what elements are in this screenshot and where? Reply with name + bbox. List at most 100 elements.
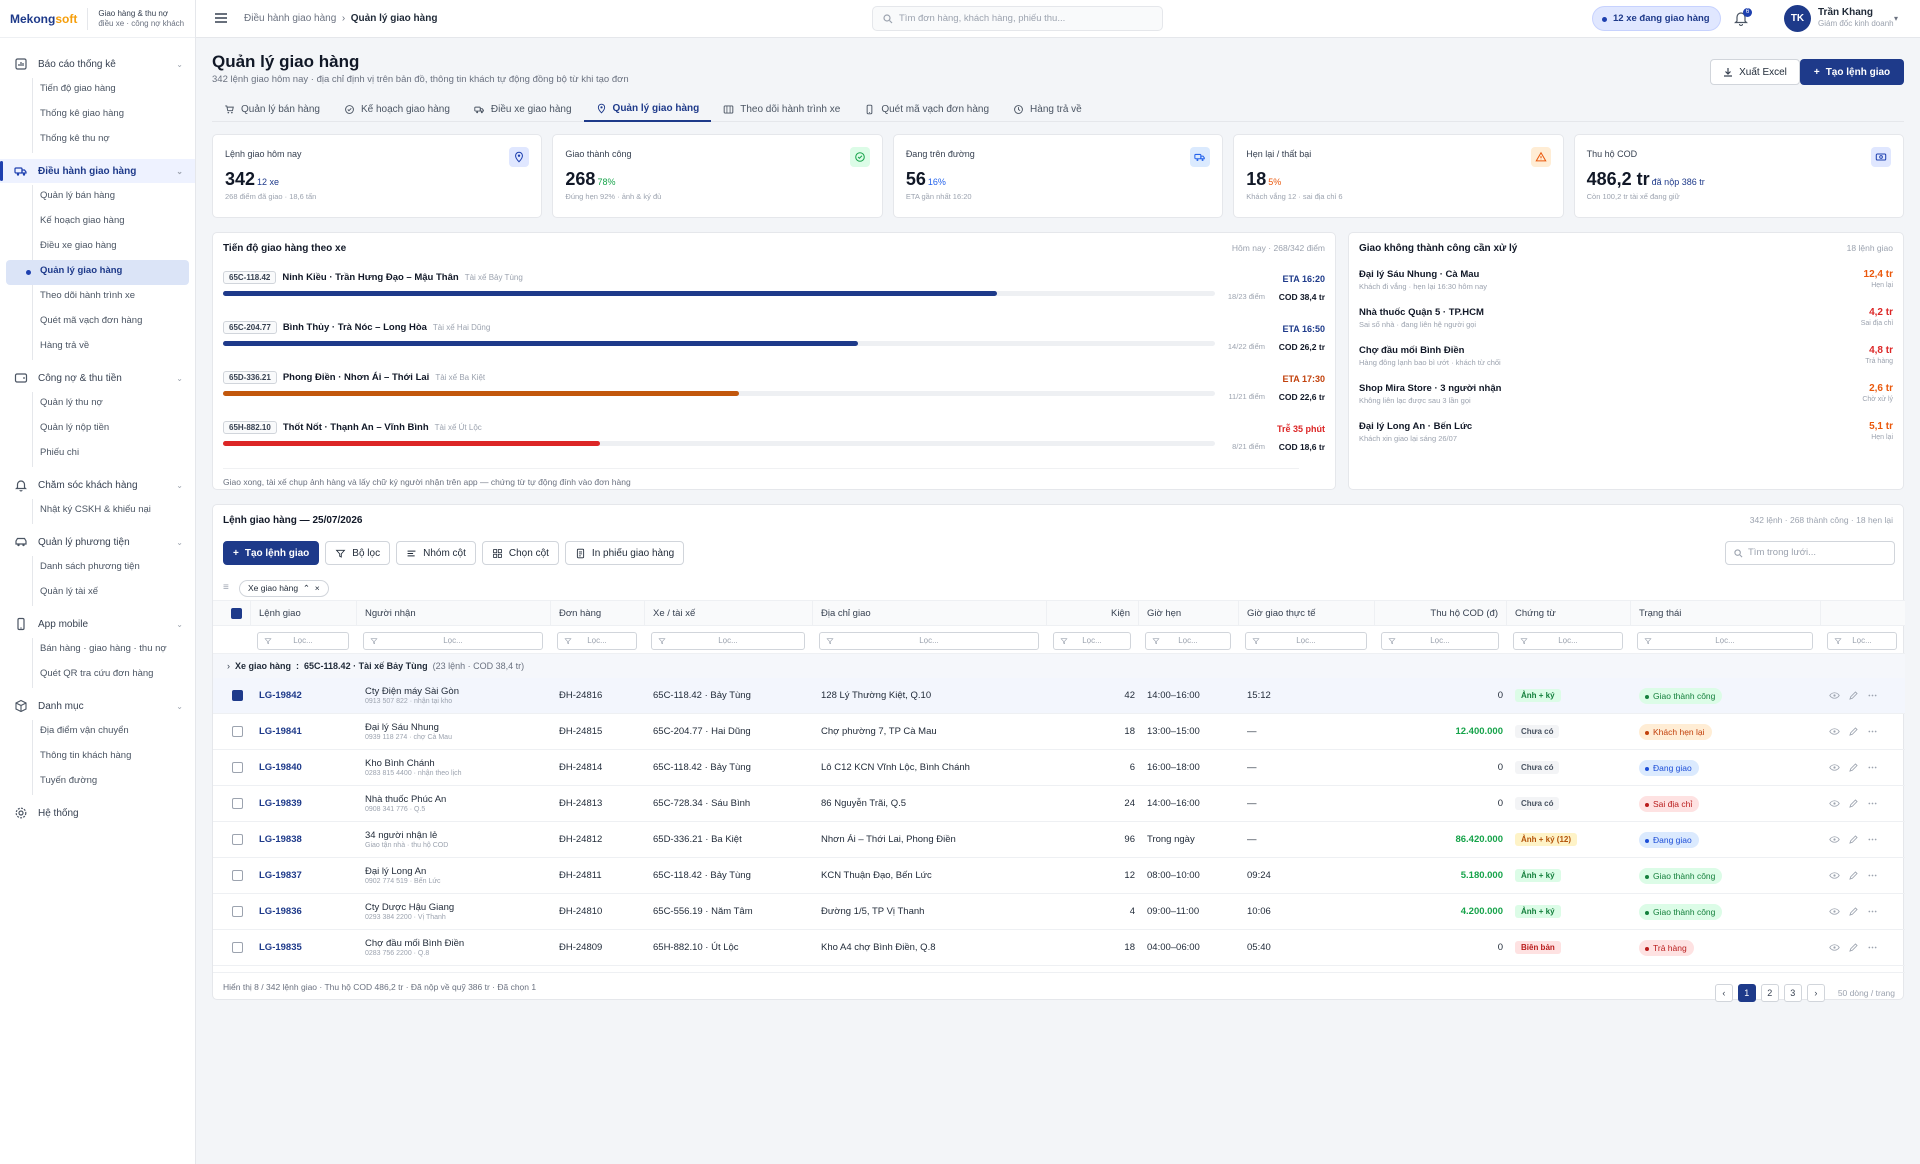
row-checkbox[interactable]: [231, 798, 243, 809]
logo[interactable]: Mekongsoft: [10, 7, 89, 30]
sidebar-item[interactable]: Quét QR tra cứu đơn hàng: [0, 663, 195, 688]
sidebar-section-2[interactable]: Điều hành giao hàng ⌄: [0, 159, 195, 183]
column-header[interactable]: Giờ giao thực tế: [1247, 601, 1375, 625]
chevron-down-icon[interactable]: ⌄: [176, 619, 183, 629]
edit-icon[interactable]: [1848, 690, 1859, 701]
table-row[interactable]: LG-19839 Nhà thuốc Phúc An 0908 341 776 · …: [213, 786, 1905, 822]
failed-item[interactable]: Shop Mira Store · 3 người nhận Không liên…: [1359, 383, 1893, 421]
tab-4[interactable]: Quản lý giao hàng: [583, 96, 712, 122]
column-header[interactable]: Người nhận: [365, 601, 551, 625]
column-filter-input[interactable]: Lọc...: [557, 632, 637, 650]
choose-columns-button[interactable]: Chọn cột: [481, 541, 559, 565]
prev-page-button[interactable]: ‹: [1714, 984, 1733, 1002]
page-button[interactable]: 2: [1760, 984, 1779, 1002]
page-button[interactable]: 3: [1783, 984, 1802, 1002]
row-checkbox[interactable]: [231, 906, 243, 917]
sidebar-item[interactable]: Quản lý nộp tiền: [0, 417, 195, 442]
sidebar-section-3[interactable]: Công nợ & thu tiền ⌄: [0, 366, 195, 390]
sidebar-section-5[interactable]: Quản lý phương tiện ⌄: [0, 530, 195, 554]
sidebar-item[interactable]: Thông tin khách hàng: [0, 745, 195, 770]
sidebar-item[interactable]: Hàng trả về: [0, 335, 195, 360]
column-filter-input[interactable]: Lọc...: [1053, 632, 1131, 650]
column-header[interactable]: Xe / tài xế: [653, 601, 813, 625]
group-chip[interactable]: Xe giao hàng ⌃ ×: [239, 580, 329, 597]
close-icon[interactable]: ×: [314, 583, 320, 593]
column-filter-input[interactable]: Lọc...: [819, 632, 1039, 650]
column-filter-input[interactable]: Lọc...: [1145, 632, 1231, 650]
sidebar-item[interactable]: Tiến độ giao hàng: [0, 78, 195, 103]
delivery-id-link[interactable]: LG-19838: [259, 834, 302, 845]
sidebar-item[interactable]: Quản lý thu nợ: [0, 392, 195, 417]
tab-6[interactable]: Quét mã vạch đơn hàng: [852, 96, 1001, 122]
table-row[interactable]: LG-19835 Chợ đầu mối Bình Điền 0283 756 22…: [213, 930, 1905, 966]
more-icon[interactable]: [1867, 834, 1878, 845]
delivery-id-link[interactable]: LG-19840: [259, 762, 302, 773]
print-delivery-button[interactable]: In phiếu giao hàng: [564, 541, 685, 565]
table-row[interactable]: LG-19840 Kho Bình Chánh 0283 815 4400 · nh…: [213, 750, 1905, 786]
column-filter-input[interactable]: Lọc...: [1827, 632, 1897, 650]
eye-icon[interactable]: [1829, 870, 1840, 881]
delivery-id-link[interactable]: LG-19839: [259, 798, 302, 809]
edit-icon[interactable]: [1848, 762, 1859, 773]
edit-icon[interactable]: [1848, 726, 1859, 737]
more-icon[interactable]: [1867, 690, 1878, 701]
chevron-down-icon[interactable]: ▾: [1894, 14, 1899, 23]
sidebar-item[interactable]: Quét mã vạch đơn hàng: [0, 310, 195, 335]
eye-icon[interactable]: [1829, 906, 1840, 917]
sidebar-item[interactable]: Danh sách phương tiện: [0, 556, 195, 581]
table-row[interactable]: LG-19841 Đại lý Sáu Nhung 0939 118 274 · c…: [213, 714, 1905, 750]
sidebar-section-1[interactable]: Báo cáo thống kê ⌄: [0, 52, 195, 76]
sidebar-item[interactable]: Quản lý tài xế: [0, 581, 195, 606]
sidebar-section-6[interactable]: App mobile ⌄: [0, 612, 195, 636]
sidebar-section-8[interactable]: Hệ thống: [0, 801, 195, 825]
edit-icon[interactable]: [1848, 834, 1859, 845]
eye-icon[interactable]: [1829, 726, 1840, 737]
sidebar-item[interactable]: Phiếu chi: [0, 442, 195, 467]
row-checkbox[interactable]: [231, 690, 243, 701]
row-checkbox[interactable]: [231, 834, 243, 845]
route-row[interactable]: 65C-118.42 Ninh Kiều · Trần Hưng Đạo – Mậ…: [223, 271, 1325, 321]
sidebar-item[interactable]: Kế hoạch giao hàng: [0, 210, 195, 235]
more-icon[interactable]: [1867, 798, 1878, 809]
export-excel-button[interactable]: Xuất Excel: [1710, 59, 1800, 85]
column-header[interactable]: Lệnh giao: [259, 601, 357, 625]
live-vehicles-badge[interactable]: 12 xe đang giao hàng: [1592, 6, 1721, 31]
column-filter-input[interactable]: Lọc...: [651, 632, 805, 650]
sidebar-section-7[interactable]: Danh mục ⌄: [0, 694, 195, 718]
eye-icon[interactable]: [1829, 834, 1840, 845]
column-filter-input[interactable]: Lọc...: [363, 632, 543, 650]
chevron-down-icon[interactable]: ⌄: [176, 166, 183, 176]
column-header[interactable]: Địa chỉ giao: [821, 601, 1047, 625]
delivery-id-link[interactable]: LG-19842: [259, 690, 302, 701]
column-filter-input[interactable]: Lọc...: [1381, 632, 1499, 650]
column-header[interactable]: Trạng thái: [1639, 601, 1821, 625]
column-header[interactable]: Thu hộ COD (đ): [1383, 601, 1507, 625]
edit-icon[interactable]: [1848, 906, 1859, 917]
edit-icon[interactable]: [1848, 798, 1859, 809]
sidebar-item[interactable]: Bán hàng · giao hàng · thu nợ: [0, 638, 195, 663]
user-info[interactable]: Trần Khang Giám đốc kinh doanh: [1818, 7, 1894, 28]
tab-1[interactable]: Quản lý bán hàng: [212, 96, 332, 122]
route-row[interactable]: 65D-336.21 Phong Điền · Nhơn Ái – Thới La…: [223, 371, 1325, 421]
more-icon[interactable]: [1867, 726, 1878, 737]
edit-icon[interactable]: [1848, 870, 1859, 881]
column-header[interactable]: Kiện: [1055, 601, 1139, 625]
row-checkbox[interactable]: [231, 726, 243, 737]
column-filter-input[interactable]: Lọc...: [257, 632, 349, 650]
group-columns-button[interactable]: Nhóm cột: [396, 541, 476, 565]
breadcrumb-parent[interactable]: Điều hành giao hàng: [244, 13, 337, 24]
delivery-id-link[interactable]: LG-19837: [259, 870, 302, 881]
menu-icon[interactable]: [214, 11, 228, 25]
sort-up-icon[interactable]: ⌃: [302, 583, 310, 593]
chevron-down-icon[interactable]: ⌄: [176, 59, 183, 69]
sidebar-item[interactable]: Điều xe giao hàng: [0, 235, 195, 260]
more-icon[interactable]: [1867, 942, 1878, 953]
column-header[interactable]: Đơn hàng: [559, 601, 645, 625]
group-drag-icon[interactable]: ≡: [223, 582, 229, 593]
global-search-input[interactable]: Tìm đơn hàng, khách hàng, phiếu thu...: [872, 6, 1163, 31]
eye-icon[interactable]: [1829, 762, 1840, 773]
tab-5[interactable]: Theo dõi hành trình xe: [711, 96, 852, 122]
create-delivery-grid-button[interactable]: + Tạo lệnh giao: [223, 541, 320, 565]
sidebar-item[interactable]: Quản lý giao hàng: [6, 260, 189, 285]
edit-icon[interactable]: [1848, 942, 1859, 953]
